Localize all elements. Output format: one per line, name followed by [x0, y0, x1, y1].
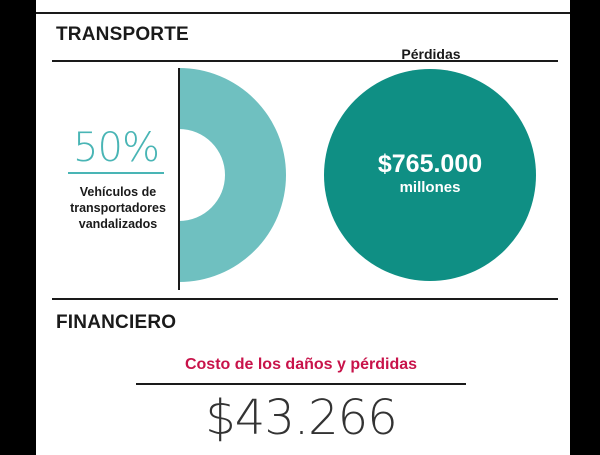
- percent-caption: Vehículos de transportadores vandalizado…: [54, 184, 182, 232]
- losses-title: Pérdidas: [401, 46, 461, 62]
- caption-line: Vehículos de: [79, 185, 157, 199]
- section-title-transporte: TRANSPORTE: [56, 24, 189, 45]
- losses-unit: millones: [400, 179, 461, 196]
- section-title-financiero: FINANCIERO: [56, 312, 177, 333]
- caption-line: vandalizados: [78, 217, 158, 231]
- losses-circle: [324, 69, 536, 281]
- top-rule: [36, 12, 570, 14]
- infographic-panel: TRANSPORTE 50% Vehículos de transportado…: [36, 0, 570, 455]
- transport-half-donut-chart: [179, 68, 286, 282]
- percent-label: 50%: [73, 125, 160, 171]
- half-donut-axis: [178, 68, 180, 290]
- cost-underline: [136, 383, 466, 385]
- top-rules: [36, 0, 570, 16]
- cost-value: $43.266: [205, 390, 398, 446]
- percent-underline: [68, 172, 164, 174]
- losses-circle-chart: $765.000 millones: [324, 69, 536, 281]
- losses-amount: $765.000: [378, 150, 482, 178]
- divider-transporte: [52, 60, 558, 62]
- caption-line: transportadores: [70, 201, 166, 215]
- half-donut-slice: [179, 68, 286, 282]
- divider-financiero: [52, 298, 558, 300]
- cost-title: Costo de los daños y pérdidas: [184, 356, 418, 373]
